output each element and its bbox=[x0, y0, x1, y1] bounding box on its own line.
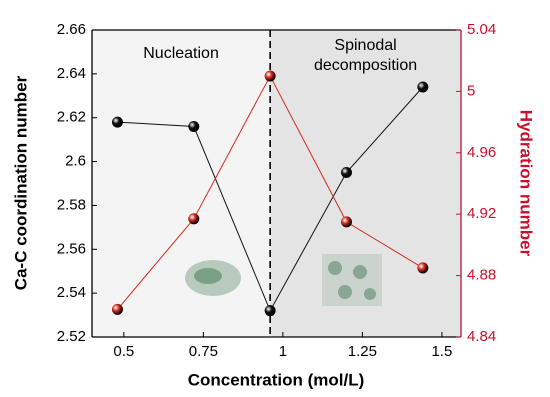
data-point bbox=[264, 305, 276, 317]
y2-tick-label: 4.84 bbox=[467, 328, 496, 345]
region-label: Spinodal bbox=[334, 37, 396, 54]
y2-tick-label: 5 bbox=[467, 82, 475, 99]
y2-tick-label: 4.92 bbox=[467, 205, 496, 222]
y-tick-label: 2.62 bbox=[57, 109, 86, 126]
data-point bbox=[340, 216, 352, 228]
y-tick-label: 2.54 bbox=[57, 284, 86, 301]
data-point bbox=[264, 70, 276, 82]
y-tick-label: 2.52 bbox=[57, 328, 86, 345]
data-point bbox=[188, 120, 200, 132]
region-left bbox=[92, 30, 271, 337]
data-point bbox=[111, 303, 123, 315]
y-axis-title: Ca-C coordination number bbox=[11, 75, 30, 290]
region-label: Nucleation bbox=[143, 45, 219, 62]
structure-images bbox=[185, 254, 382, 306]
data-point bbox=[417, 262, 429, 274]
y2-tick-label: 5.04 bbox=[467, 21, 496, 38]
region-label: decomposition bbox=[314, 57, 417, 74]
y2-tick-label: 4.88 bbox=[467, 267, 496, 284]
data-point bbox=[340, 167, 352, 179]
y-tick-label: 2.58 bbox=[57, 196, 86, 213]
data-point bbox=[111, 116, 123, 128]
x-tick-label: 0.75 bbox=[189, 343, 218, 360]
y-tick-label: 2.6 bbox=[65, 153, 86, 170]
x-tick-label: 0.5 bbox=[113, 343, 134, 360]
y-tick-label: 2.64 bbox=[57, 65, 86, 82]
y2-axis-title: Hydration number bbox=[517, 110, 536, 257]
x-axis-title: Concentration (mol/L) bbox=[188, 370, 365, 389]
x-tick-label: 1 bbox=[279, 343, 287, 360]
y2-tick-label: 4.96 bbox=[467, 144, 496, 161]
y-tick-label: 2.56 bbox=[57, 240, 86, 257]
x-tick-label: 1.25 bbox=[348, 343, 377, 360]
data-point bbox=[417, 81, 429, 93]
data-point bbox=[188, 213, 200, 225]
y-tick-label: 2.66 bbox=[57, 21, 86, 38]
x-tick-label: 1.5 bbox=[431, 343, 452, 360]
